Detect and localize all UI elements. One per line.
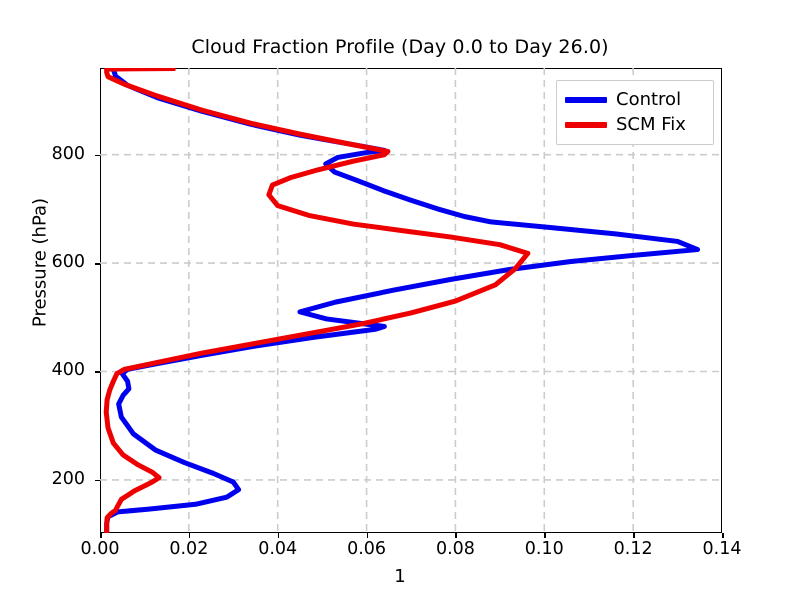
x-tick-label: 0.10 [524, 539, 564, 559]
y-tick-mark [95, 263, 100, 265]
x-tick-label: 0.00 [80, 539, 120, 559]
plot-canvas [100, 68, 722, 533]
plot-area [100, 68, 722, 533]
x-tick-mark [455, 533, 458, 538]
y-tick-label: 800 [51, 143, 85, 164]
x-tick-mark [277, 533, 280, 538]
chart-title: Cloud Fraction Profile (Day 0.0 to Day 2… [191, 36, 609, 58]
legend-label-control: Control [616, 89, 682, 110]
legend-item-control[interactable]: Control [565, 87, 705, 112]
series-line-scm-fix [103, 68, 531, 533]
x-tick-label: 0.04 [258, 539, 298, 559]
y-axis-label: Pressure (hPa) [29, 197, 51, 328]
y-tick-mark [95, 479, 100, 482]
series-lines [103, 68, 701, 533]
y-tick-mark [95, 371, 100, 374]
x-tick-mark [188, 533, 191, 538]
x-axis-label: 1 [394, 566, 406, 587]
x-tick-mark [366, 533, 369, 538]
x-tick-label: 0.06 [347, 539, 387, 559]
y-tick-label: 600 [51, 252, 85, 273]
chart-legend: Control SCM Fix [556, 80, 714, 145]
x-tick-mark [633, 533, 635, 538]
gridlines [100, 68, 722, 533]
y-tick-label: 400 [51, 360, 85, 381]
x-tick-mark [544, 533, 546, 538]
x-tick-label: 0.12 [613, 539, 653, 559]
x-tick-mark [100, 533, 102, 538]
y-tick-label: 200 [51, 468, 85, 489]
x-tick-mark [722, 533, 724, 538]
x-tick-label: 0.14 [702, 539, 742, 559]
x-tick-label: 0.08 [435, 539, 475, 559]
y-tick-mark [95, 154, 100, 157]
legend-item-scm-fix[interactable]: SCM Fix [565, 112, 705, 137]
series-line-control [104, 68, 701, 533]
x-tick-label: 0.02 [169, 539, 209, 559]
legend-label-scm-fix: SCM Fix [616, 114, 686, 135]
legend-swatch-control [565, 96, 607, 103]
legend-swatch-scm-fix [565, 121, 607, 128]
